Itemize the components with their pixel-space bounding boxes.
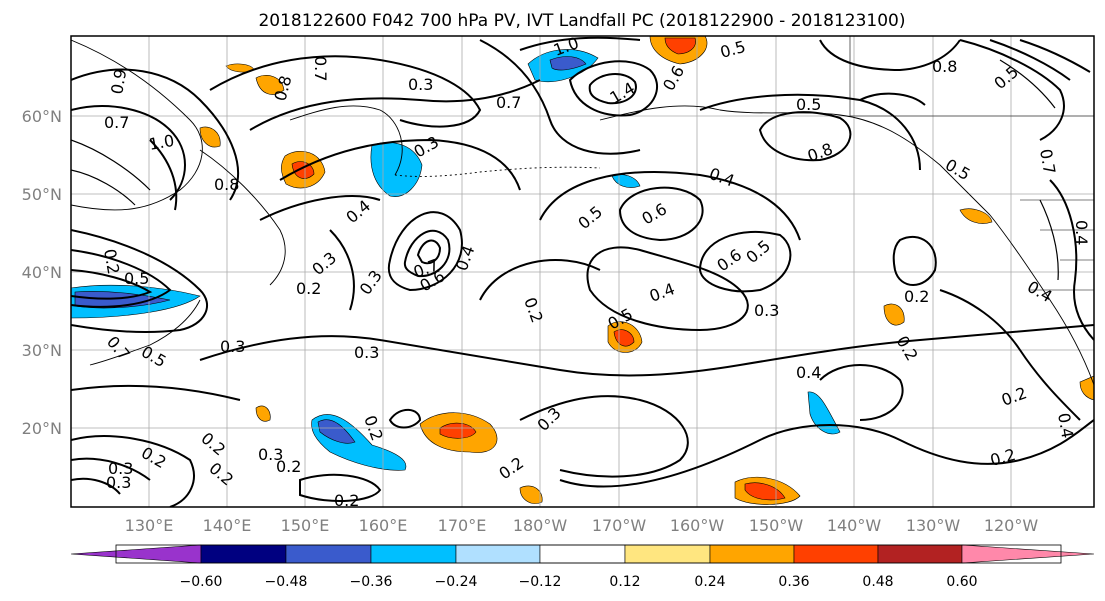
map-panel: 0.9 0.7 0.8 0.7 0.3 1.0 1.4 0.6 0.5 0.5 …	[71, 33, 1094, 510]
lat-label: 20°N	[22, 419, 62, 438]
colorbar-tick: −0.12	[519, 574, 562, 590]
contour-label: 0.3	[106, 473, 131, 492]
shade-southeast-blue	[807, 391, 841, 435]
colorbar-tick: 0.24	[694, 574, 725, 590]
pv-contours	[71, 36, 1094, 507]
coast-aleutians	[394, 166, 601, 177]
colorbar-segment	[539, 544, 626, 564]
contour-label: 0.7	[496, 93, 521, 112]
colorbar-tick: 0.60	[946, 574, 977, 590]
contour-label: 0.3	[354, 343, 379, 362]
contour-label: 0.2	[334, 491, 359, 510]
contour-label: 0.7	[311, 56, 330, 81]
map-frame	[70, 35, 1095, 508]
contour-label: 0.2	[100, 247, 123, 275]
colorbar-tick: 0.12	[609, 574, 640, 590]
colorbar-tick: 0.36	[778, 574, 809, 590]
contour-label: 0.3	[754, 301, 779, 320]
colorbar-segment	[370, 544, 457, 564]
colorbar-segment	[961, 544, 1095, 564]
contour-label: 0.8	[214, 175, 239, 194]
shade-blob-8	[1079, 375, 1094, 401]
contour-label: 0.3	[108, 459, 133, 478]
contour-label: 0.2	[904, 287, 929, 306]
coast-japan	[89, 299, 201, 366]
colorbar-segment	[70, 544, 202, 564]
colorbar-segment	[200, 544, 287, 564]
colorbar-tick: 0.48	[862, 574, 893, 590]
contour-label: 0.8	[932, 57, 957, 76]
contour-label: 0.7	[1036, 147, 1059, 175]
contour-label: 0.2	[276, 457, 301, 476]
colorbar-segment	[793, 544, 879, 564]
contour-label: 0.9	[107, 67, 130, 95]
contour-label: 0.5	[796, 95, 821, 114]
lat-label: 50°N	[22, 185, 62, 204]
coast-kamchatka	[289, 105, 403, 176]
colorbar-frame	[115, 544, 1062, 564]
contour-label: 0.3	[220, 337, 245, 356]
colorbar-tick: −0.48	[265, 574, 308, 590]
contour-label: 0.4	[796, 363, 821, 382]
lon-label: 150°W	[749, 516, 804, 535]
lon-label: 170°W	[592, 516, 647, 535]
contour-label: 1.0	[147, 131, 175, 154]
lon-label: 160°W	[670, 516, 725, 535]
lon-label: 180°W	[513, 516, 568, 535]
pv-contours-thin	[71, 59, 1059, 281]
shade-kamchatka-blue	[370, 142, 423, 197]
contour-label: 0.3	[408, 75, 433, 94]
shade-bottom-red	[744, 482, 786, 501]
colorbar-segment	[624, 544, 711, 564]
colorbar-segment	[455, 544, 541, 564]
map-title: 2018122600 F042 700 hPa PV, IVT Landfall…	[258, 11, 905, 31]
lat-label: 40°N	[22, 263, 62, 282]
shade-blob-5	[959, 208, 993, 224]
contour-label: 0.4	[1054, 411, 1077, 439]
shade-south-red	[439, 422, 477, 439]
shade-south-darkblue	[317, 419, 356, 444]
colorbar-ticks: −0.60 −0.48 −0.36 −0.24 −0.12 0.12 0.24 …	[180, 574, 978, 590]
lat-label: 60°N	[22, 107, 62, 126]
lon-label: 130°W	[906, 516, 961, 535]
shade-blob-2	[199, 126, 221, 148]
lon-label: 140°E	[203, 516, 252, 535]
colorbar-tick: −0.24	[435, 574, 478, 590]
colorbar-tick: −0.36	[350, 574, 393, 590]
lon-label: 120°W	[984, 516, 1039, 535]
colorbar-segment	[877, 544, 963, 564]
lat-label: 30°N	[22, 341, 62, 360]
colorbar-segment	[709, 544, 795, 564]
colorbar-segments	[70, 544, 1095, 564]
lon-label: 160°E	[359, 516, 408, 535]
coast-asia	[71, 39, 203, 211]
shade-top-red	[664, 37, 696, 55]
contour-label: 0.3	[258, 445, 283, 464]
longitude-labels: 130°E 140°E 150°E 160°E 170°E 180°W 170°…	[125, 516, 1039, 535]
shade-blob-1	[255, 75, 285, 95]
colorbar-segment	[285, 544, 372, 564]
lon-label: 130°E	[125, 516, 174, 535]
contour-label: 0.4	[1072, 220, 1091, 245]
shade-blob-6	[255, 405, 271, 422]
coast-sakhalin	[199, 149, 286, 286]
latitude-labels: 60°N 50°N 40°N 30°N 20°N	[22, 107, 62, 438]
colorbar-tick: −0.60	[180, 574, 223, 590]
coast-america	[989, 214, 1094, 386]
shade-blob-3	[883, 303, 905, 326]
contour-label: 0.5	[124, 269, 149, 288]
colorbar: −0.60 −0.48 −0.36 −0.24 −0.12 0.12 0.24 …	[70, 544, 1095, 590]
lon-label: 150°E	[281, 516, 330, 535]
shade-blob-4	[519, 485, 543, 504]
shaded-anomalies	[71, 36, 1094, 505]
lon-label: 170°E	[438, 516, 487, 535]
contour-label: 0.2	[296, 279, 321, 298]
contour-label: 0.7	[104, 113, 129, 132]
lon-label: 140°W	[827, 516, 882, 535]
shade-north-darkblue	[549, 56, 587, 71]
contour-label: 1.0	[551, 33, 581, 60]
coast-alaska	[599, 105, 991, 216]
